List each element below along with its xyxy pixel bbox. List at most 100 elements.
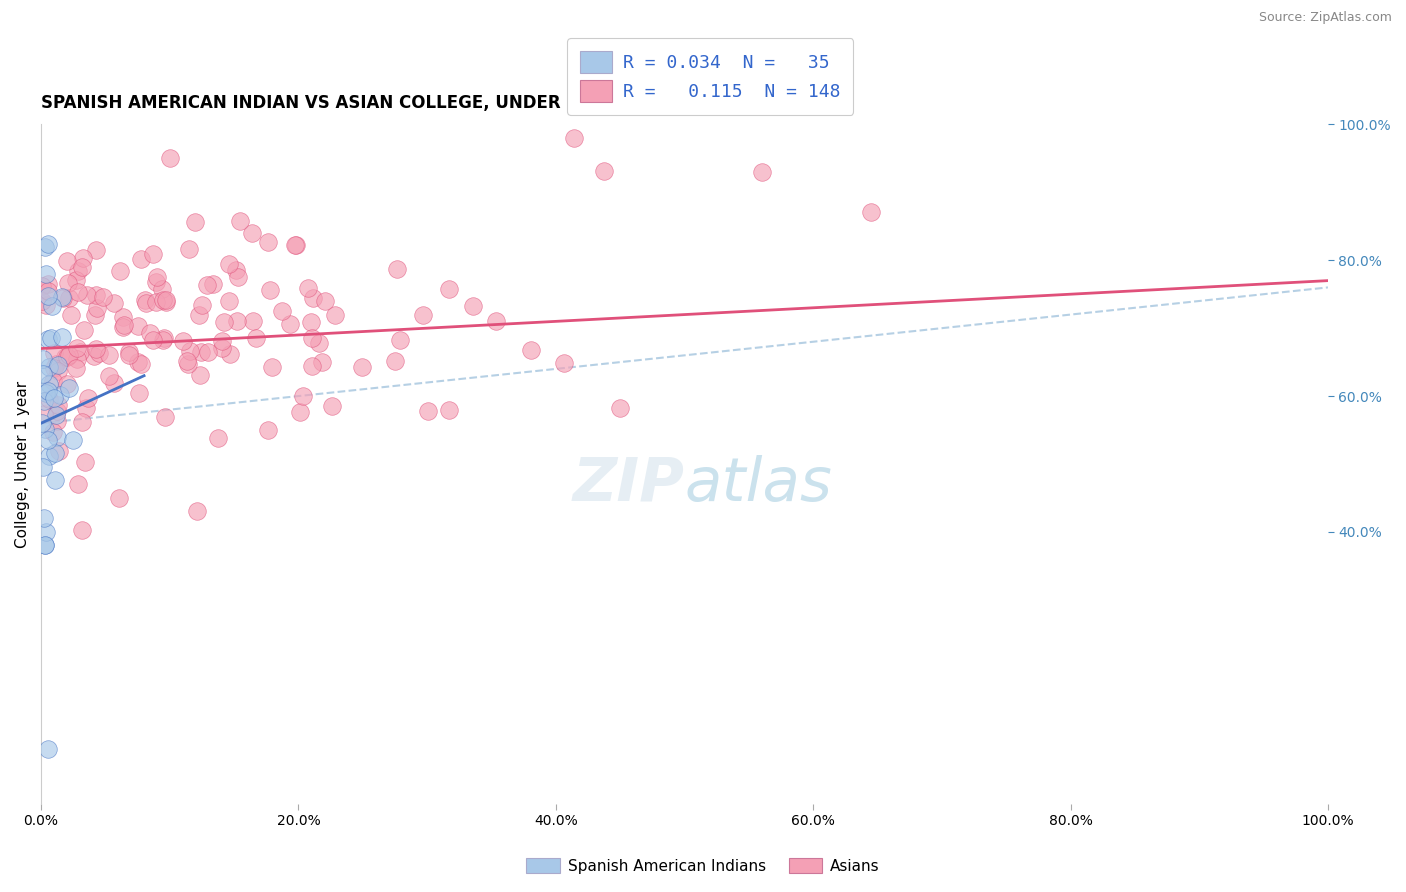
Point: [257, 423, 280, 437]
Point: [42, 375, 65, 389]
Point: [142, 247, 165, 261]
Point: [45, 414, 67, 428]
Point: [284, 237, 307, 252]
Point: [32, 367, 55, 381]
Point: [32, 351, 55, 366]
Point: [751, 165, 773, 179]
Point: [45, 357, 67, 371]
Point: [245, 331, 267, 345]
Point: [108, 491, 131, 505]
Point: [153, 331, 176, 345]
Point: [58, 381, 80, 395]
Point: [207, 431, 229, 445]
Point: [48, 388, 70, 402]
Point: [177, 357, 200, 371]
Point: [86, 301, 108, 315]
Point: [58, 291, 80, 305]
Point: [285, 237, 308, 252]
Point: [314, 294, 336, 309]
Point: [73, 323, 96, 337]
Point: [311, 355, 333, 369]
Point: [118, 348, 141, 362]
Point: [37, 384, 59, 399]
Point: [186, 503, 208, 517]
Point: [553, 356, 575, 370]
Point: [70, 415, 93, 429]
Point: [56, 277, 79, 291]
Point: [350, 359, 373, 374]
Point: [37, 742, 59, 756]
Point: [240, 226, 263, 240]
Point: [42, 391, 65, 405]
Point: [188, 368, 211, 383]
Point: [593, 164, 616, 178]
Point: [34, 539, 56, 553]
Point: [179, 343, 201, 358]
Point: [218, 257, 240, 271]
Point: [139, 326, 162, 340]
Point: [212, 315, 235, 329]
Point: [38, 449, 60, 463]
Point: [38, 392, 60, 406]
Point: [76, 287, 98, 301]
Point: [225, 314, 247, 328]
Point: [416, 404, 439, 418]
Point: [226, 269, 249, 284]
Point: [72, 252, 94, 266]
Point: [111, 319, 134, 334]
Point: [308, 335, 330, 350]
Point: [859, 205, 882, 219]
Point: [31, 460, 53, 475]
Point: [108, 264, 131, 278]
Point: [145, 269, 167, 284]
Point: [325, 308, 347, 322]
Point: [385, 262, 408, 277]
Point: [197, 345, 219, 359]
Point: [389, 333, 412, 347]
Point: [75, 401, 97, 415]
Point: [225, 263, 247, 277]
Point: [37, 332, 59, 346]
Point: [45, 403, 67, 417]
Point: [129, 357, 152, 371]
Point: [31, 416, 53, 430]
Point: [66, 341, 89, 355]
Point: [72, 523, 94, 537]
Text: atlas: atlas: [685, 455, 832, 514]
Point: [84, 287, 107, 301]
Point: [112, 318, 135, 332]
Point: [129, 252, 152, 266]
Point: [127, 355, 149, 369]
Point: [37, 289, 59, 303]
Point: [37, 284, 59, 298]
Point: [291, 389, 314, 403]
Point: [191, 298, 214, 312]
Point: [463, 299, 485, 313]
Point: [111, 310, 134, 324]
Point: [485, 314, 508, 328]
Point: [34, 240, 56, 254]
Point: [62, 433, 84, 447]
Point: [84, 244, 107, 258]
Point: [195, 277, 218, 292]
Point: [35, 298, 58, 312]
Point: [118, 345, 141, 359]
Point: [103, 295, 125, 310]
Point: [97, 348, 120, 362]
Point: [242, 314, 264, 328]
Text: Source: ZipAtlas.com: Source: ZipAtlas.com: [1258, 11, 1392, 24]
Point: [56, 253, 79, 268]
Point: [142, 333, 165, 347]
Point: [83, 308, 105, 322]
Point: [31, 278, 53, 293]
Point: [32, 511, 55, 525]
Point: [42, 346, 65, 360]
Point: [97, 368, 120, 383]
Point: [187, 308, 209, 322]
Point: [65, 361, 87, 376]
Point: [297, 281, 319, 295]
Point: [35, 524, 58, 539]
Point: [32, 407, 55, 421]
Point: [155, 293, 177, 307]
Point: [35, 385, 58, 400]
